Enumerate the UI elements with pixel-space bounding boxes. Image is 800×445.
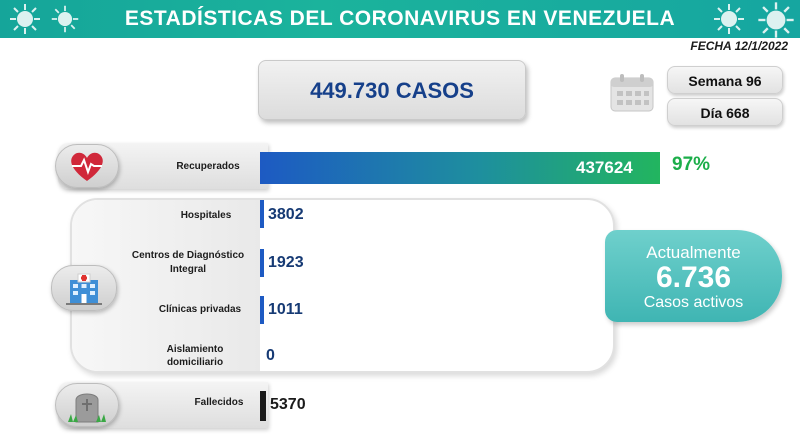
virus-icon (714, 4, 744, 34)
active-cases-caption: Actualmente (646, 243, 741, 262)
gravestone-icon (68, 393, 106, 423)
cdi-value: 1923 (268, 254, 304, 271)
deaths-icon-badge (55, 383, 119, 427)
virus-icon (10, 4, 40, 34)
home-isolation-label: Aislamiento domiciliario (166, 344, 224, 368)
cdi-bar (260, 249, 264, 277)
week-badge: Semana 96 (667, 66, 783, 94)
recovered-value: 437624 (576, 158, 633, 177)
active-cases-bubble: Actualmente 6.736 Casos activos (605, 230, 782, 322)
hospital-icon-badge (51, 265, 117, 311)
home-isolation-value: 0 (266, 347, 275, 364)
recovered-bar (260, 152, 660, 184)
day-badge: Día 668 (667, 98, 783, 126)
hospital-icon (66, 273, 102, 305)
calendar-icon (610, 74, 654, 112)
page-title: ESTADÍSTICAS DEL CORONAVIRUS EN VENEZUEL… (124, 7, 676, 30)
active-cases-label: Casos activos (643, 294, 744, 311)
hospitals-value: 3802 (268, 206, 304, 223)
deaths-label: Fallecidos (194, 397, 244, 408)
total-cases-box: 449.730 CASOS (258, 60, 526, 120)
private-clinics-value: 1011 (268, 301, 303, 318)
hospitals-label: Hospitales (180, 210, 232, 221)
header-banner (0, 0, 800, 38)
report-date: FECHA 12/1/2022 (690, 39, 788, 53)
recovered-label: Recuperados (176, 161, 240, 172)
deaths-value: 5370 (270, 396, 306, 413)
hospitals-bar (260, 200, 264, 228)
active-cases-count: 6.736 (655, 261, 732, 294)
recovered-percent: 97% (672, 154, 711, 175)
virus-icon (51, 5, 79, 33)
virus-icon (758, 2, 794, 38)
deaths-bar (260, 391, 266, 421)
private-clinics-label: Clínicas privadas (158, 304, 242, 315)
private-clinics-bar (260, 296, 264, 324)
heart-pulse-icon (71, 152, 103, 181)
recovered-icon-badge (55, 144, 119, 188)
cdi-label: Centros de Diagnóstico Integral (131, 250, 245, 275)
